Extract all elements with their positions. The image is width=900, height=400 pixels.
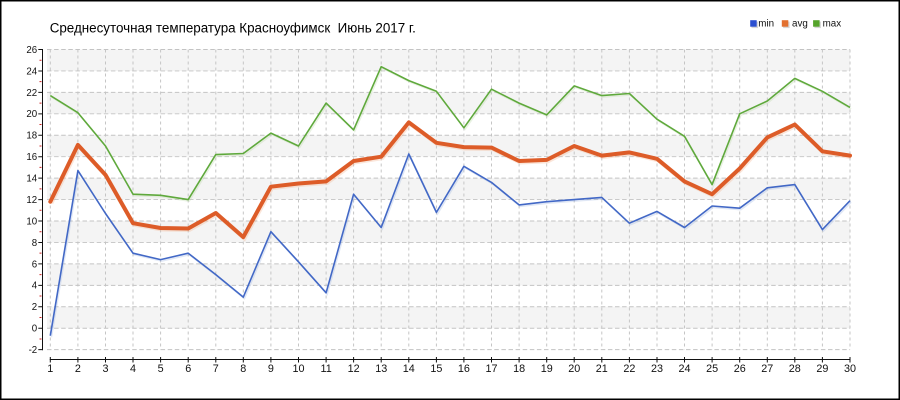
svg-text:13: 13 bbox=[375, 363, 387, 375]
svg-text:17: 17 bbox=[485, 363, 497, 375]
svg-text:29: 29 bbox=[816, 363, 828, 375]
svg-text:14: 14 bbox=[403, 363, 415, 375]
svg-text:min: min bbox=[758, 18, 774, 29]
svg-text:11: 11 bbox=[320, 363, 331, 375]
svg-text:24: 24 bbox=[678, 363, 690, 375]
svg-text:5: 5 bbox=[158, 363, 164, 375]
svg-text:14: 14 bbox=[26, 174, 37, 185]
svg-text:22: 22 bbox=[26, 88, 37, 99]
svg-text:4: 4 bbox=[32, 281, 38, 292]
svg-text:10: 10 bbox=[26, 216, 37, 227]
svg-text:10: 10 bbox=[292, 363, 304, 375]
svg-text:20: 20 bbox=[26, 109, 37, 120]
svg-text:16: 16 bbox=[26, 152, 37, 163]
svg-text:23: 23 bbox=[651, 363, 663, 375]
svg-text:6: 6 bbox=[32, 259, 37, 270]
svg-text:8: 8 bbox=[32, 238, 37, 249]
svg-text:7: 7 bbox=[213, 363, 219, 375]
svg-text:12: 12 bbox=[26, 195, 37, 206]
svg-text:16: 16 bbox=[458, 363, 470, 375]
svg-text:18: 18 bbox=[26, 131, 37, 142]
svg-text:27: 27 bbox=[761, 363, 773, 375]
svg-text:24: 24 bbox=[26, 66, 37, 77]
svg-text:max: max bbox=[823, 18, 842, 29]
svg-text:21: 21 bbox=[596, 363, 608, 375]
svg-text:0: 0 bbox=[32, 324, 38, 335]
svg-text:6: 6 bbox=[185, 363, 191, 375]
svg-text:-2: -2 bbox=[29, 345, 38, 356]
svg-text:9: 9 bbox=[268, 363, 274, 375]
svg-text:20: 20 bbox=[568, 363, 580, 375]
svg-text:4: 4 bbox=[130, 363, 136, 375]
svg-text:30: 30 bbox=[844, 363, 856, 375]
svg-text:Среднесуточная температура Кра: Среднесуточная температура Красноуфимск … bbox=[50, 20, 416, 35]
svg-text:avg: avg bbox=[792, 18, 808, 29]
svg-text:15: 15 bbox=[430, 363, 442, 375]
svg-text:18: 18 bbox=[513, 363, 525, 375]
svg-text:2: 2 bbox=[32, 302, 37, 313]
svg-text:25: 25 bbox=[706, 363, 718, 375]
svg-text:3: 3 bbox=[102, 363, 108, 375]
svg-text:12: 12 bbox=[348, 363, 360, 375]
svg-text:8: 8 bbox=[240, 363, 246, 375]
svg-text:22: 22 bbox=[623, 363, 635, 375]
svg-text:26: 26 bbox=[734, 363, 746, 375]
svg-text:26: 26 bbox=[26, 45, 37, 56]
svg-text:28: 28 bbox=[789, 363, 801, 375]
svg-text:2: 2 bbox=[75, 363, 81, 375]
svg-text:19: 19 bbox=[541, 363, 553, 375]
svg-text:1: 1 bbox=[47, 363, 53, 375]
